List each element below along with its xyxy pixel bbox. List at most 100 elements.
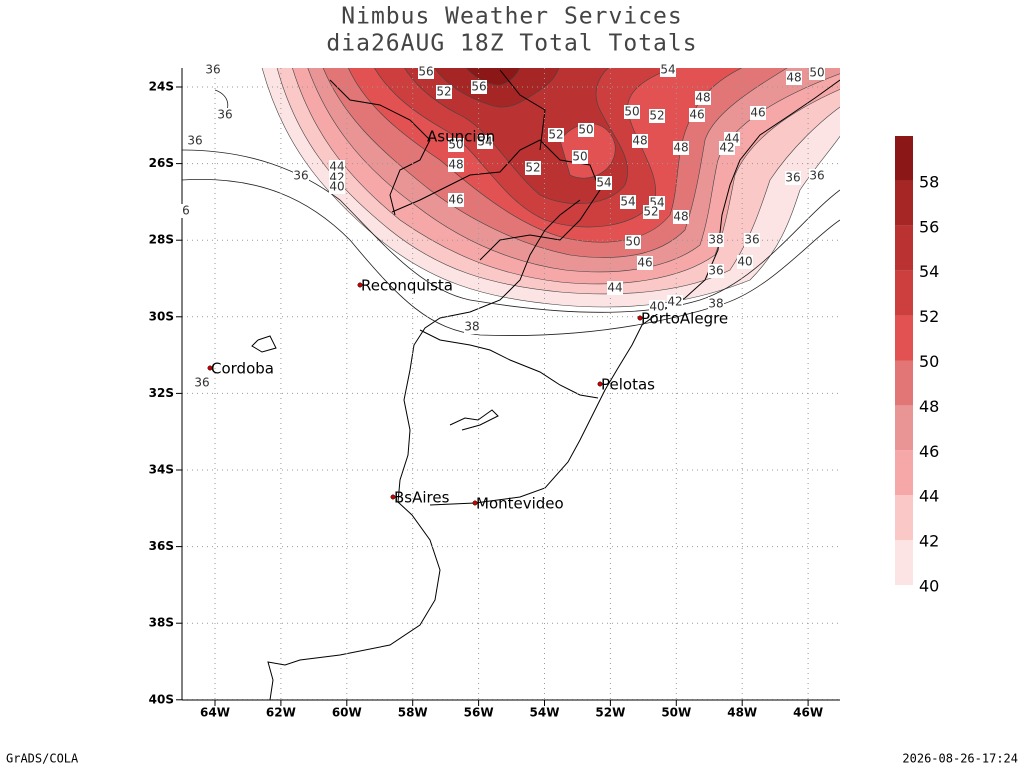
city-marker	[637, 315, 643, 321]
contour-label-bg	[785, 171, 801, 185]
lat-label: 30S	[149, 309, 174, 323]
contour-label-bg	[643, 205, 659, 219]
colorbar-swatch	[895, 540, 913, 585]
lon-label: 50W	[661, 706, 691, 720]
lon-label: 60W	[332, 706, 362, 720]
contour-label: 48	[673, 141, 688, 155]
city-name: Asuncion	[427, 128, 495, 146]
shaded-band	[465, 68, 520, 86]
contour-label-bg	[637, 256, 653, 270]
contour-label: 50	[572, 150, 587, 164]
contour-label-bg	[624, 105, 640, 119]
contour-label: 48	[786, 71, 801, 85]
contour-label: 46	[689, 108, 704, 122]
lat-label: 26S	[149, 156, 174, 170]
contour-label-bg	[673, 210, 689, 224]
contour-label: 50	[624, 105, 639, 119]
colorbar-swatch	[895, 315, 913, 361]
city-name: BsAires	[394, 489, 450, 507]
city-marker	[597, 381, 603, 387]
contour-label-bg	[418, 65, 434, 79]
contour-label: 54	[477, 135, 492, 149]
contour-label-bg	[607, 281, 623, 295]
lon-label: 46W	[793, 706, 823, 720]
contour-label-bg	[329, 180, 345, 194]
colorbar-label: 50	[919, 352, 939, 371]
contour-label-bg	[737, 255, 753, 269]
contour-label-bg	[649, 109, 665, 123]
city-marker	[357, 282, 363, 288]
colorbar-swatch	[895, 495, 913, 541]
contour-label: 48	[673, 210, 688, 224]
colorbar-label: 56	[919, 217, 939, 236]
colorbar-label: 48	[919, 397, 939, 416]
contour-label: 48	[632, 134, 647, 148]
lon-label: 52W	[595, 706, 625, 720]
contour-label-bg	[329, 160, 345, 174]
lat-label: 40S	[149, 692, 174, 706]
contour-label-bg	[578, 123, 594, 137]
contour-label: 6	[182, 204, 190, 218]
colorbar-label: 46	[919, 442, 939, 461]
lat-label: 32S	[149, 386, 174, 400]
colorbar-label: 52	[919, 307, 939, 326]
contour-label-bg	[649, 300, 665, 314]
subtitle: dia26AUG 18Z Total Totals	[326, 31, 697, 57]
contour-label-bg	[708, 233, 724, 247]
contour-label-bg	[719, 141, 735, 155]
contour-label: 52	[548, 128, 563, 142]
contour-label-bg	[548, 128, 564, 142]
city-name: Cordoba	[211, 360, 274, 378]
contour-label-bg	[596, 176, 612, 190]
footer-right: 2026-08-26-17:24	[902, 752, 1018, 766]
colorbar-label: 42	[919, 532, 939, 551]
contour-label: 50	[578, 123, 593, 137]
contour-label: 54	[660, 63, 675, 77]
contour-label: 36	[187, 134, 202, 148]
contour-label-bg	[525, 161, 541, 175]
city-name: Reconquista	[361, 277, 453, 295]
contour-label-bg	[708, 297, 724, 311]
city-marker	[207, 365, 213, 371]
contour-label-bg	[660, 63, 676, 77]
contour-label: 52	[649, 109, 664, 123]
contour-label: 36	[194, 376, 209, 390]
contour-label-bg	[750, 106, 766, 120]
contour-label: 42	[667, 295, 682, 309]
grid	[182, 68, 840, 701]
colorbar-swatch	[895, 450, 913, 496]
contour-label-bg	[744, 233, 760, 247]
contour-label: 36	[785, 171, 800, 185]
colorbar-label: 44	[919, 487, 939, 506]
contour-label-bg	[436, 85, 452, 99]
contour-label-bg	[620, 195, 636, 209]
contour-label-bg	[695, 91, 711, 105]
city-marker	[390, 494, 396, 500]
contour-label: 38	[464, 320, 479, 334]
contour-label-bg	[667, 295, 683, 309]
contour-label: 36	[708, 264, 723, 278]
city-name: Montevideo	[476, 495, 564, 513]
contour-label: 54	[596, 176, 611, 190]
contour-label: 40	[737, 255, 752, 269]
contour-label: 44	[607, 281, 622, 295]
contour-label-bg	[689, 108, 705, 122]
contour-label-bg	[448, 193, 464, 207]
contour-label: 40	[329, 180, 344, 194]
contour-label: 48	[448, 158, 463, 172]
colorbar-swatch	[895, 136, 913, 181]
contour-label-bg	[178, 204, 194, 218]
colorbar-swatch	[895, 180, 913, 226]
contour-label-bg	[708, 264, 724, 278]
lon-label: 54W	[530, 706, 560, 720]
contour-label-bg	[187, 134, 203, 148]
colorbar: 40 42 44 46 48 50 52 54 56 58	[895, 136, 939, 596]
colorbar-swatch	[895, 270, 913, 316]
contour-label-bg	[194, 376, 210, 390]
contour-label: 36	[809, 169, 824, 183]
lon-label: 48W	[727, 706, 757, 720]
contour-label: 52	[436, 85, 451, 99]
contour-label-bg	[632, 134, 648, 148]
city-marker	[472, 500, 478, 506]
